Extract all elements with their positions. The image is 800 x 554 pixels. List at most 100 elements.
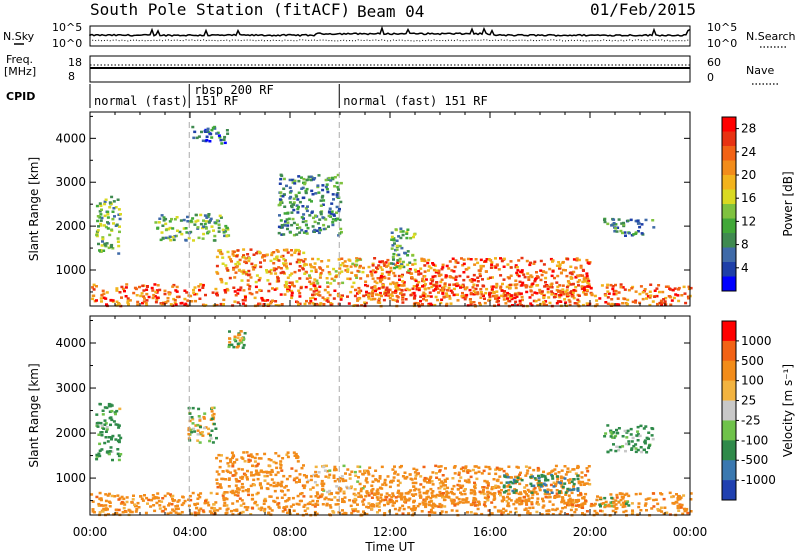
power-echo-cell <box>545 285 549 288</box>
power-colorbar-label: 12 <box>741 214 756 228</box>
power-echo-cell <box>564 269 567 272</box>
power-echo-cell <box>658 301 662 305</box>
velocity-echo-cell <box>362 498 366 501</box>
velocity-echo-cell <box>412 506 416 509</box>
velocity-echo-cell <box>409 489 413 492</box>
velocity-echo-cell <box>614 499 618 502</box>
velocity-echo-cell <box>204 499 207 503</box>
power-echo-cell <box>312 293 316 296</box>
velocity-echo-cell <box>342 490 346 493</box>
velocity-echo-cell <box>117 426 121 429</box>
power-echo-cell <box>559 293 563 297</box>
velocity-echo-cell <box>391 492 395 495</box>
velocity-echo-cell <box>523 486 527 489</box>
power-echo-cell <box>332 198 335 201</box>
power-echo-cell <box>317 174 321 177</box>
power-echo-cell <box>268 270 272 273</box>
velocity-echo-cell <box>455 509 459 513</box>
power-echo-cell <box>290 281 294 284</box>
velocity-echo-cell <box>625 492 629 496</box>
velocity-echo-cell <box>122 497 126 501</box>
power-echo-cell <box>237 268 241 272</box>
power-echo-cell <box>656 302 659 306</box>
velocity-echo-cell <box>97 452 101 455</box>
power-echo-cell <box>332 279 336 282</box>
power-echo-cell <box>612 222 616 225</box>
velocity-echo-cell <box>177 499 181 502</box>
velocity-echo-cell <box>442 498 446 502</box>
power-echo-cell <box>514 264 518 267</box>
power-echo-cell <box>340 270 344 273</box>
velocity-echo-cell <box>506 495 509 499</box>
velocity-echo-cell <box>279 482 283 486</box>
velocity-echo-cell <box>397 495 401 498</box>
velocity-echo-cell <box>365 505 369 509</box>
velocity-echo-cell <box>294 481 298 484</box>
velocity-echo-cell <box>365 477 369 480</box>
power-echo-cell <box>330 277 334 281</box>
power-echo-cell <box>313 297 317 301</box>
power-echo-cell <box>397 288 401 291</box>
power-echo-cell <box>226 132 230 135</box>
power-echo-cell <box>266 299 270 302</box>
power-echo-cell <box>631 300 635 304</box>
power-echo-cell <box>621 286 625 289</box>
power-echo-cell <box>626 298 630 302</box>
power-echo-cell <box>447 286 451 289</box>
power-echo-cell <box>673 287 677 290</box>
power-echo-cell <box>322 223 326 227</box>
velocity-echo-cell <box>497 486 501 489</box>
velocity-echo-cell <box>555 507 559 511</box>
power-echo-cell <box>208 140 212 143</box>
velocity-echo-cell <box>474 471 478 475</box>
velocity-echo-cell <box>364 494 368 498</box>
velocity-echo-cell <box>403 495 407 499</box>
power-echo-cell <box>273 288 277 291</box>
power-echo-cell <box>525 290 529 294</box>
velocity-echo-cell <box>237 467 241 471</box>
power-echo-cell <box>439 301 443 305</box>
velocity-echo-cell <box>239 511 243 515</box>
power-echo-cell <box>172 238 176 242</box>
velocity-echo-cell <box>538 486 542 490</box>
power-echo-cell <box>622 224 626 228</box>
power-echo-cell <box>254 280 258 284</box>
velocity-echo-cell <box>586 470 590 473</box>
power-echo-cell <box>371 269 375 272</box>
power-echo-cell <box>452 276 456 280</box>
velocity-echo-cell <box>260 469 263 473</box>
velocity-echo-cell <box>385 495 389 499</box>
power-echo-cell <box>358 264 362 268</box>
velocity-echo-cell <box>561 476 565 479</box>
velocity-echo-cell <box>457 479 461 483</box>
velocity-echo-cell <box>219 459 222 463</box>
power-echo-cell <box>187 236 191 240</box>
power-echo-cell <box>219 138 223 142</box>
power-echo-cell <box>326 285 330 288</box>
velocity-echo-cell <box>350 470 354 473</box>
velocity-echo-cell <box>332 511 336 514</box>
power-echo-cell <box>423 259 427 263</box>
power-echo-cell <box>279 226 283 229</box>
velocity-echo-cell <box>621 497 625 500</box>
power-echo-cell <box>322 199 326 202</box>
power-echo-cell <box>189 294 193 298</box>
power-echo-cell <box>421 277 425 281</box>
power-echo-cell <box>572 289 576 292</box>
power-echo-cell <box>391 262 395 266</box>
velocity-echo-cell <box>251 493 254 497</box>
velocity-echo-cell <box>430 480 434 483</box>
power-echo-cell <box>327 259 331 262</box>
velocity-echo-cell <box>191 406 195 410</box>
power-echo-cell <box>440 298 444 301</box>
power-echo-cell <box>361 270 365 274</box>
velocity-echo-cell <box>398 506 402 510</box>
velocity-echo-cell <box>228 341 232 344</box>
velocity-echo-cell <box>538 488 542 492</box>
power-echo-cell <box>423 292 427 296</box>
power-echo-cell <box>302 231 306 234</box>
velocity-echo-cell <box>563 482 567 485</box>
power-echo-cell <box>626 219 630 222</box>
power-echo-cell <box>583 293 587 296</box>
